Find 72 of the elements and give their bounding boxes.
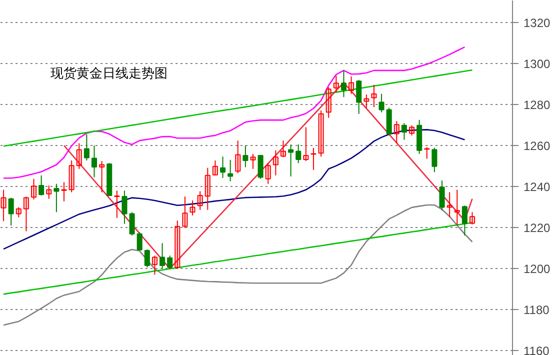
candlestick	[378, 93, 384, 113]
candlestick	[182, 196, 188, 228]
candlestick	[235, 140, 241, 174]
candlestick	[303, 126, 309, 162]
candlestick	[356, 79, 362, 114]
candlestick	[190, 200, 196, 216]
candlestick	[432, 147, 438, 173]
candlestick	[160, 242, 166, 270]
candlestick	[371, 84, 377, 108]
candlestick	[272, 150, 278, 176]
candlestick	[288, 144, 294, 177]
candlestick	[318, 110, 324, 158]
y-tick-label: 1160	[524, 344, 550, 355]
candlestick	[348, 76, 354, 94]
candlestick	[310, 147, 316, 170]
candlestick	[228, 159, 234, 182]
candlestick	[212, 160, 218, 176]
candlestick	[394, 120, 400, 144]
candlestick	[144, 248, 150, 268]
candlestick	[68, 160, 74, 193]
y-tick-label: 1280	[524, 98, 551, 112]
candlestick	[167, 255, 173, 270]
line-series	[2, 46, 466, 179]
candlestick	[8, 197, 14, 226]
candlestick	[242, 144, 248, 168]
y-tick-label: 1320	[524, 16, 551, 30]
candlestick	[408, 124, 415, 136]
y-tick-label: 1180	[524, 303, 550, 318]
candlestick	[326, 86, 332, 118]
candlestick	[469, 212, 476, 225]
y-tick-label: 1220	[524, 221, 551, 236]
candlestick	[23, 196, 29, 232]
candlestick	[76, 142, 82, 170]
y-tick-label: 1260	[524, 138, 551, 153]
candlestick	[99, 160, 105, 193]
candlestick	[364, 94, 370, 108]
candlestick	[152, 255, 158, 276]
candlestick	[38, 174, 44, 196]
candlestick	[61, 182, 67, 202]
y-tick-label: 1240	[524, 180, 551, 194]
candlestick	[340, 70, 346, 98]
candlestick	[54, 183, 60, 213]
candlestick	[0, 189, 6, 222]
candlestick	[280, 140, 286, 158]
candlestick	[446, 192, 452, 218]
candlestick	[220, 156, 226, 178]
candlestick	[91, 144, 98, 178]
y-tick-label: 1300	[524, 56, 551, 71]
line-series	[63, 82, 473, 270]
candlestick	[462, 205, 468, 236]
candlestick	[174, 220, 180, 270]
candlestick	[258, 155, 264, 180]
candlestick	[439, 180, 445, 212]
candlestick	[122, 190, 128, 224]
candlestick	[16, 206, 22, 218]
candlestick	[333, 75, 339, 93]
candlestick	[386, 107, 392, 136]
candlestick	[296, 144, 302, 164]
candlestick	[114, 190, 120, 218]
y-tick-label: 1200	[524, 262, 551, 276]
text: 现货黄金日线走势图	[50, 66, 168, 80]
candlestick	[401, 122, 407, 140]
candlestick	[136, 232, 142, 251]
candlestick	[46, 184, 52, 200]
candlestick	[265, 162, 271, 184]
candlestick	[30, 178, 37, 200]
candlestick	[250, 153, 256, 170]
candlestick	[129, 212, 135, 236]
candlestick	[197, 190, 203, 210]
candlestick	[454, 189, 460, 226]
candlestick	[84, 134, 90, 161]
candlestick	[204, 167, 210, 210]
